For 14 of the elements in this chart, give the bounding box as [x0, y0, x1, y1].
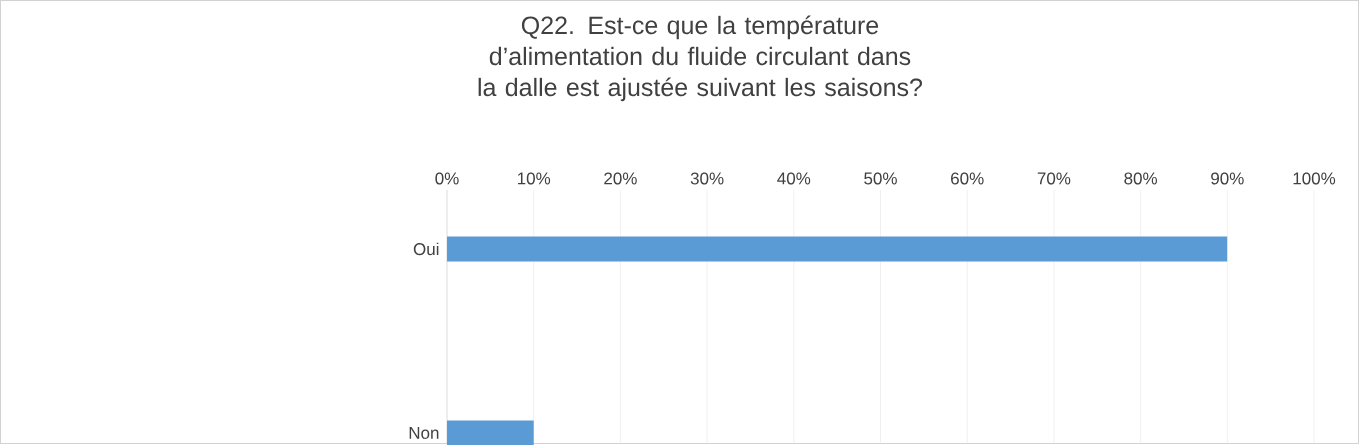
chart-title: Q22. Est-ce que la température d’alimentation du fluide circulant dans la dalle est ajustée suivant les saisons? — [478, 15, 923, 101]
y-tick-label: Oui — [413, 242, 439, 255]
x-tick-label: 100% — [1293, 172, 1336, 185]
x-tick-label: 30% — [690, 172, 724, 185]
x-tick-label: 90% — [1211, 172, 1244, 185]
x-tick-label: 70% — [1037, 172, 1071, 185]
x-tick-label: 20% — [604, 172, 637, 185]
x-tick-label: 80% — [1124, 172, 1158, 185]
x-tick-label: 40% — [777, 172, 811, 185]
x-tick-label: 0% — [435, 172, 459, 185]
x-tick-label: 60% — [951, 172, 984, 185]
x-tick-label: 50% — [864, 172, 897, 185]
x-tick-label: 10% — [518, 172, 551, 185]
y-tick-label: Non — [409, 426, 439, 439]
